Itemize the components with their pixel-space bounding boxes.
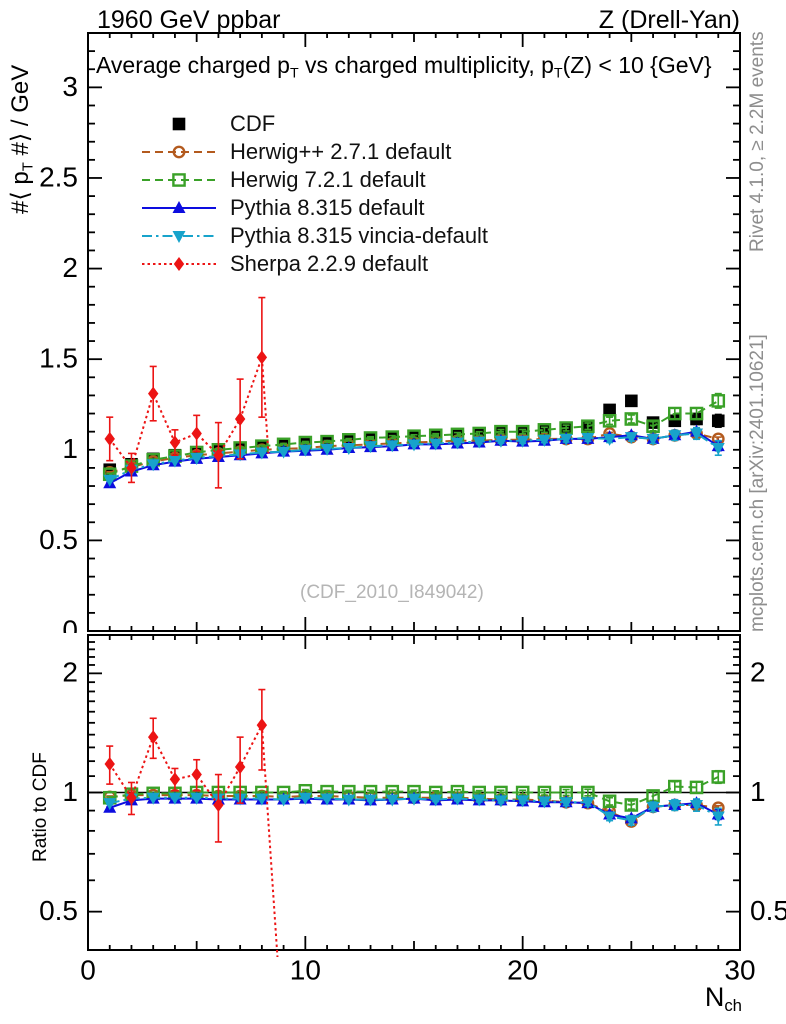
y-main-tick-label: 3: [62, 71, 78, 102]
y-ratio-tick-label-right: 2: [750, 657, 766, 688]
plot-title: Average charged pT vs charged multiplici…: [96, 52, 712, 81]
plot-title-sub2: T: [553, 65, 563, 82]
y-axis-title-post: #⟩ / GeV: [7, 64, 34, 163]
legend-label: Pythia 8.315 default: [230, 195, 425, 220]
legend-marker-circle: [142, 145, 216, 159]
ratio-pad-background: [0, 633, 786, 1024]
ratio-axis-title: Ratio to CDF: [30, 752, 51, 862]
plot-title-post: (Z) < 10 {GeV}: [562, 52, 712, 78]
x-tick-label: 20: [507, 954, 538, 985]
x-tick-label: 30: [724, 954, 755, 985]
y-main-tick-label: 2.5: [39, 161, 78, 192]
legend-item: Herwig 7.2.1 default: [140, 166, 488, 194]
process-label: Z (Drell-Yan): [598, 6, 740, 34]
y-main-tick-label: 0.5: [39, 524, 78, 555]
series-pythia-8-315-vincia-default: [103, 792, 725, 828]
beam-label: 1960 GeV ppbar: [97, 6, 281, 34]
plot-title-mid: vs charged multiplicity, p: [298, 52, 554, 78]
y-axis-title-sub: T: [20, 162, 37, 172]
y-axis-title-pre: #⟨ p: [7, 171, 34, 214]
y-ratio-tick-label-left: 2: [62, 657, 78, 688]
legend-marker-square: [172, 117, 186, 131]
legend-item: Pythia 8.315 vincia-default: [140, 222, 488, 250]
legend: CDF Herwig++ 2.7.1 default Herwig 7.2.1 de…: [140, 110, 488, 278]
data-series-group: [102, 296, 726, 489]
x-axis-title: Nch: [705, 982, 742, 1016]
y-ratio-tick-label-left: 1: [62, 776, 78, 807]
y-ratio-tick-label-right: 1: [750, 776, 766, 807]
x-axis-title-sub: ch: [724, 996, 742, 1016]
data-series-group: [102, 688, 726, 957]
series-pythia-8-315-vincia-default: [103, 426, 725, 487]
series-sherpa-2-2-9-default: [104, 296, 270, 489]
legend-marker-square: [142, 173, 216, 187]
legend-label: Herwig 7.2.1 default: [230, 167, 426, 192]
legend-label: Pythia 8.315 vincia-default: [230, 223, 489, 248]
x-tick-label: 0: [80, 954, 96, 985]
x-tick-label: 10: [290, 954, 321, 985]
y-main-tick-label: 1.5: [39, 343, 78, 374]
legend-item: Herwig++ 2.7.1 default: [140, 138, 488, 166]
main-panel: 00.511.522.53: [39, 32, 741, 645]
rivet-version-note: Rivet 4.1.0, ≥ 2.2M events: [747, 31, 768, 252]
plot-title-sub1: T: [289, 65, 299, 82]
legend-item: Sherpa 2.2.9 default: [140, 250, 488, 278]
y-axis-title: #⟨ pT #⟩ / GeV: [6, 65, 36, 214]
y-ratio-tick-label-left: 0.5: [39, 895, 78, 926]
series-sherpa-2-2-9-default: [104, 688, 279, 957]
legend-marker-diamond: [142, 257, 216, 271]
legend-item: Pythia 8.315 default: [140, 194, 488, 222]
legend-label: CDF: [230, 111, 276, 136]
legend-marker-triangle-up: [142, 201, 216, 213]
x-axis-title-main: N: [704, 982, 725, 1012]
ratio-panel: 0.5 0.51 12 20 10 20 30: [39, 634, 786, 985]
legend-label: Herwig++ 2.7.1 default: [230, 139, 452, 164]
legend-item: CDF: [140, 110, 488, 138]
legend-label: Sherpa 2.2.9 default: [230, 251, 429, 276]
y-main-tick-label: 2: [62, 252, 78, 283]
legend-marker-triangle-down: [142, 231, 216, 243]
mcplots-arxiv-note: mcplots.cern.ch [arXiv:2401.10621]: [747, 334, 768, 632]
analysis-id-watermark: (CDF_2010_I849042): [300, 582, 484, 603]
y-ratio-tick-label-right: 0.5: [750, 895, 786, 926]
plot-title-text: Average charged p: [96, 52, 290, 78]
series-herwig-7-2-1-default: [102, 769, 726, 812]
y-main-tick-label: 1: [62, 433, 78, 464]
